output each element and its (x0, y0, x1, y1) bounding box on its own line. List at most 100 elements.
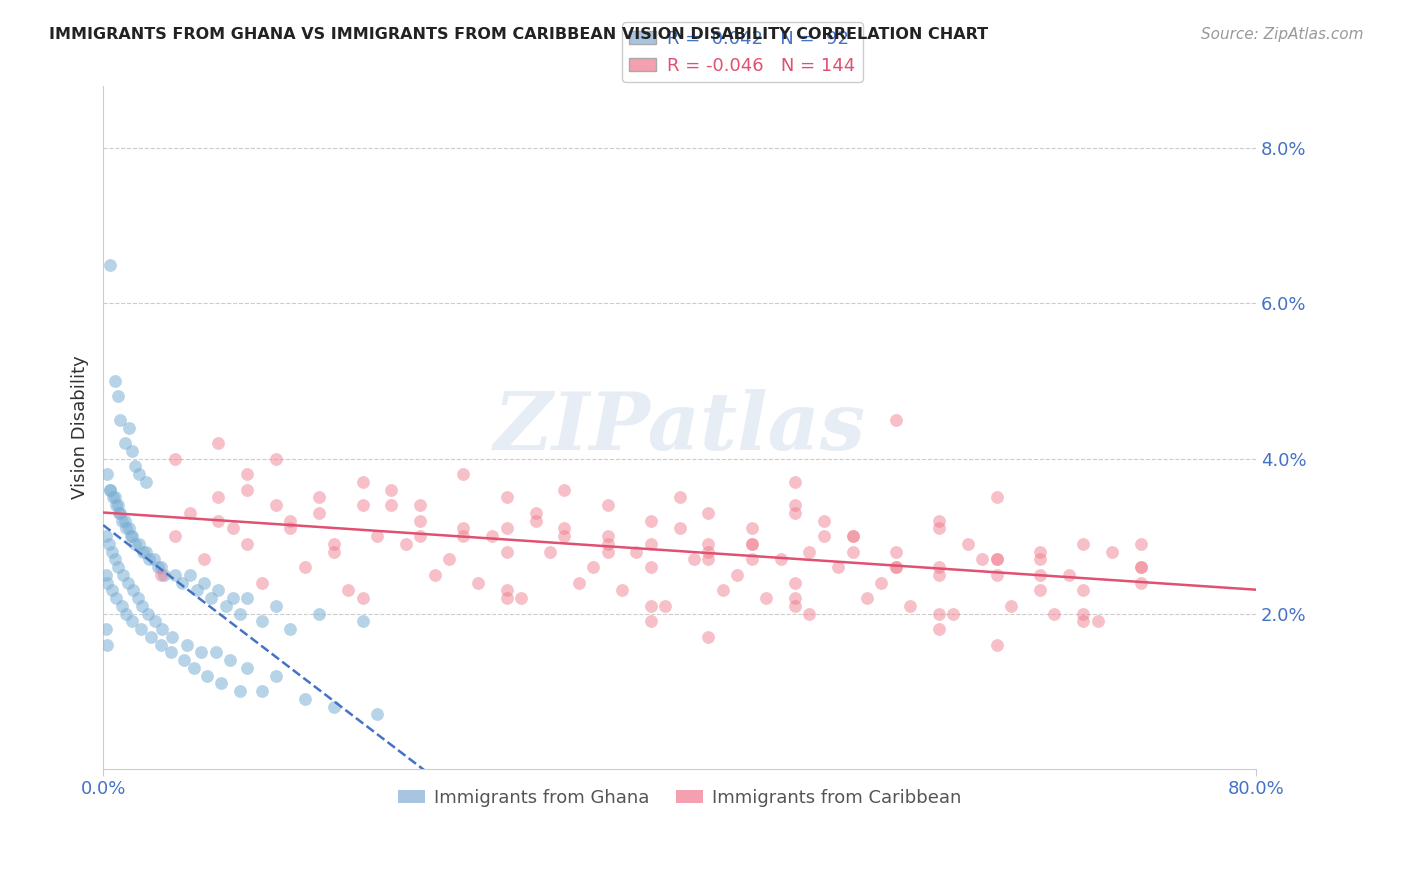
Point (884, 560, 907, 574)
Point (495, 544, 517, 558)
Legend: Immigrants from Ghana, Immigrants from Caribbean: Immigrants from Ghana, Immigrants from C… (391, 781, 969, 814)
Point (380, 498, 402, 512)
Point (124, 459, 146, 474)
Point (799, 544, 821, 558)
Point (200, 591, 222, 605)
Point (280, 514, 302, 528)
Point (683, 552, 706, 566)
Point (107, 389, 129, 403)
Point (928, 521, 950, 535)
Point (322, 537, 344, 551)
Point (179, 506, 201, 520)
Point (264, 498, 287, 512)
Point (214, 599, 236, 613)
Point (1071, 607, 1094, 621)
Point (986, 552, 1008, 566)
Point (104, 490, 127, 504)
Point (165, 529, 187, 543)
Point (207, 490, 229, 504)
Point (495, 583, 517, 598)
Point (165, 451, 187, 466)
Point (1029, 552, 1052, 566)
Point (856, 591, 879, 605)
Point (553, 483, 575, 497)
Point (173, 653, 195, 667)
Point (127, 591, 149, 605)
Point (1000, 599, 1022, 613)
Point (110, 413, 132, 427)
Point (162, 630, 184, 644)
Point (118, 521, 141, 535)
Point (1071, 583, 1094, 598)
Point (395, 537, 418, 551)
Point (94, 529, 117, 543)
Point (453, 521, 475, 535)
Point (139, 630, 162, 644)
Point (107, 498, 129, 512)
Text: Source: ZipAtlas.com: Source: ZipAtlas.com (1201, 27, 1364, 42)
Point (152, 567, 174, 582)
Point (110, 506, 132, 520)
Point (640, 514, 662, 528)
Point (409, 514, 432, 528)
Point (94, 622, 117, 636)
Point (108, 506, 131, 520)
Point (1057, 567, 1080, 582)
Point (596, 529, 619, 543)
Point (626, 544, 648, 558)
Point (149, 560, 172, 574)
Point (142, 552, 165, 566)
Point (495, 490, 517, 504)
Point (94, 567, 117, 582)
Point (128, 537, 150, 551)
Point (884, 560, 907, 574)
Point (1129, 575, 1152, 590)
Point (668, 490, 690, 504)
Point (553, 521, 575, 535)
Point (120, 529, 142, 543)
Point (229, 607, 252, 621)
Point (697, 537, 720, 551)
Point (97, 537, 120, 551)
Point (149, 567, 172, 582)
Point (222, 591, 245, 605)
Y-axis label: Vision Disability: Vision Disability (72, 356, 89, 500)
Point (143, 615, 166, 629)
Point (568, 575, 591, 590)
Point (783, 599, 806, 613)
Point (186, 583, 208, 598)
Point (827, 560, 849, 574)
Point (783, 498, 806, 512)
Point (524, 514, 547, 528)
Point (725, 567, 748, 582)
Point (640, 599, 662, 613)
Point (783, 575, 806, 590)
Point (236, 467, 259, 481)
Point (128, 467, 150, 481)
Point (741, 537, 763, 551)
Point (129, 622, 152, 636)
Point (870, 575, 893, 590)
Point (697, 506, 720, 520)
Point (138, 552, 160, 566)
Point (510, 591, 533, 605)
Point (409, 529, 432, 543)
Point (135, 475, 157, 489)
Point (204, 645, 226, 659)
Point (337, 583, 360, 598)
Point (986, 638, 1008, 652)
Point (741, 552, 763, 566)
Point (783, 475, 806, 489)
Point (610, 583, 633, 598)
Point (1129, 560, 1152, 574)
Point (596, 544, 619, 558)
Point (380, 483, 402, 497)
Point (114, 514, 136, 528)
Point (783, 506, 806, 520)
Point (437, 552, 460, 566)
Point (1129, 537, 1152, 551)
Point (135, 544, 157, 558)
Point (294, 560, 316, 574)
Point (176, 638, 198, 652)
Point (236, 537, 259, 551)
